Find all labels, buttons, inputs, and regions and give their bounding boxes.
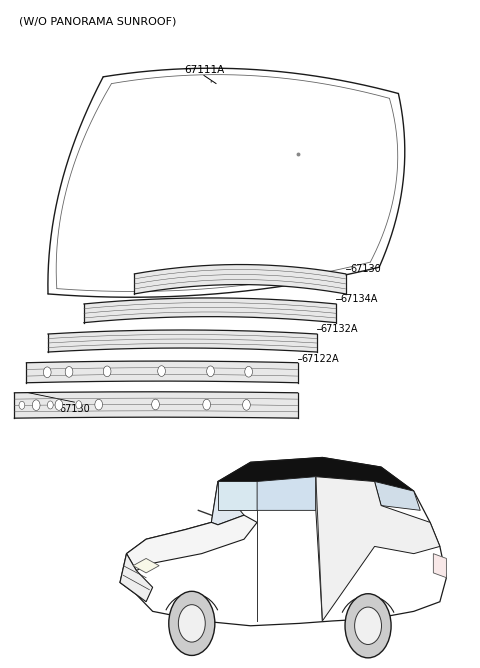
Polygon shape (374, 482, 420, 510)
Circle shape (76, 401, 82, 409)
Circle shape (355, 607, 382, 645)
Text: 67132A: 67132A (321, 324, 358, 333)
Circle shape (152, 399, 159, 410)
Polygon shape (433, 554, 446, 578)
Text: 67111A: 67111A (184, 65, 224, 75)
Polygon shape (127, 515, 257, 570)
Polygon shape (120, 458, 446, 626)
Circle shape (48, 401, 53, 409)
Circle shape (345, 594, 391, 658)
Circle shape (19, 401, 25, 409)
Circle shape (245, 367, 252, 377)
Circle shape (207, 366, 215, 377)
Text: 67130: 67130 (350, 264, 381, 273)
Circle shape (32, 400, 40, 411)
Polygon shape (120, 554, 153, 602)
Circle shape (65, 367, 73, 377)
Text: 67130: 67130 (59, 404, 90, 414)
Circle shape (158, 366, 166, 377)
Circle shape (203, 399, 211, 410)
Polygon shape (14, 392, 298, 418)
Polygon shape (218, 482, 257, 510)
Polygon shape (218, 458, 414, 491)
Circle shape (169, 591, 215, 655)
Text: 67122A: 67122A (301, 354, 339, 363)
Circle shape (55, 399, 63, 410)
Circle shape (103, 366, 111, 377)
Text: 67134A: 67134A (341, 294, 378, 303)
Polygon shape (316, 477, 440, 621)
Polygon shape (257, 477, 316, 510)
Polygon shape (133, 558, 159, 573)
Circle shape (95, 399, 103, 410)
Circle shape (242, 399, 250, 410)
Polygon shape (211, 482, 244, 525)
Circle shape (43, 367, 51, 377)
Text: (W/O PANORAMA SUNROOF): (W/O PANORAMA SUNROOF) (19, 17, 177, 27)
Polygon shape (134, 265, 346, 294)
Polygon shape (84, 298, 336, 323)
Polygon shape (48, 330, 317, 352)
Circle shape (179, 605, 205, 642)
Polygon shape (26, 361, 298, 383)
